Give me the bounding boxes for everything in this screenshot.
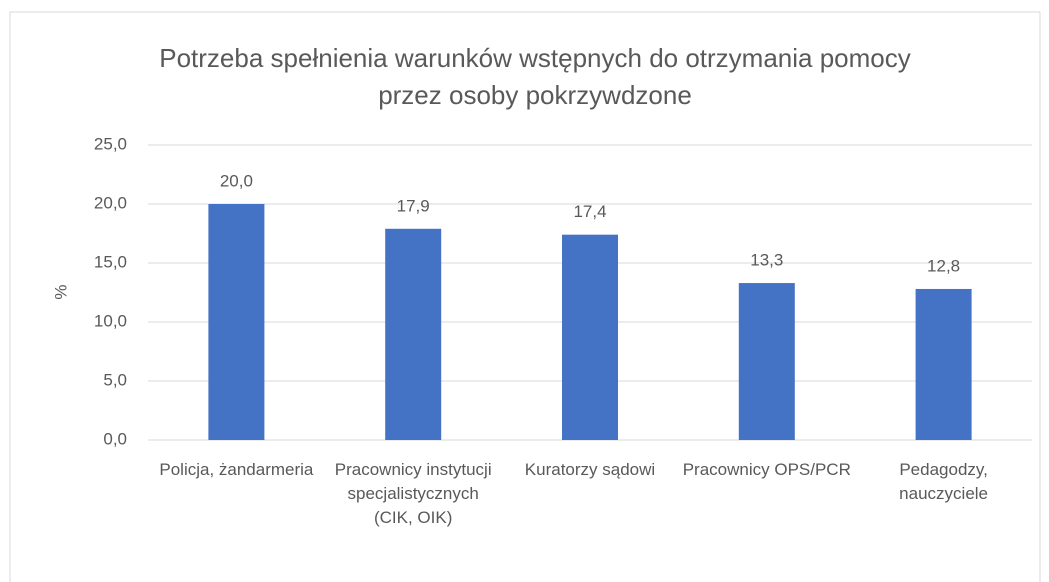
y-tick-label: 25,0: [94, 134, 127, 153]
chart-title: Potrzeba spełnienia warunków wstępnych d…: [159, 43, 911, 110]
bar: [562, 234, 618, 440]
y-tick-label: 20,0: [94, 193, 127, 212]
bar: [915, 288, 972, 440]
y-axis-label: %: [51, 284, 70, 299]
data-label: 17,4: [573, 202, 606, 221]
data-label: 13,3: [750, 251, 783, 270]
y-tick-label: 10,0: [94, 311, 127, 330]
y-tick-label: 0,0: [103, 429, 127, 448]
data-label: 20,0: [220, 171, 253, 190]
data-label: 12,8: [927, 256, 960, 275]
bar: [385, 228, 442, 440]
bar: [738, 283, 795, 440]
y-tick-label: 5,0: [103, 370, 127, 389]
x-tick-label: Pracownicy instytucji specjalistycznych …: [334, 460, 492, 527]
x-tick-label: Pracownicy OPS/PCR: [682, 460, 851, 479]
x-tick-label: Pedagodzy, nauczyciele: [899, 460, 988, 503]
chart-border: [9, 11, 1041, 582]
y-tick-label: 15,0: [94, 252, 127, 271]
data-label: 17,9: [397, 196, 430, 215]
x-tick-label: Kuratorzy sądowi: [524, 460, 656, 479]
bar: [208, 204, 265, 440]
x-tick-label: Policja, żandarmeria: [159, 460, 314, 479]
